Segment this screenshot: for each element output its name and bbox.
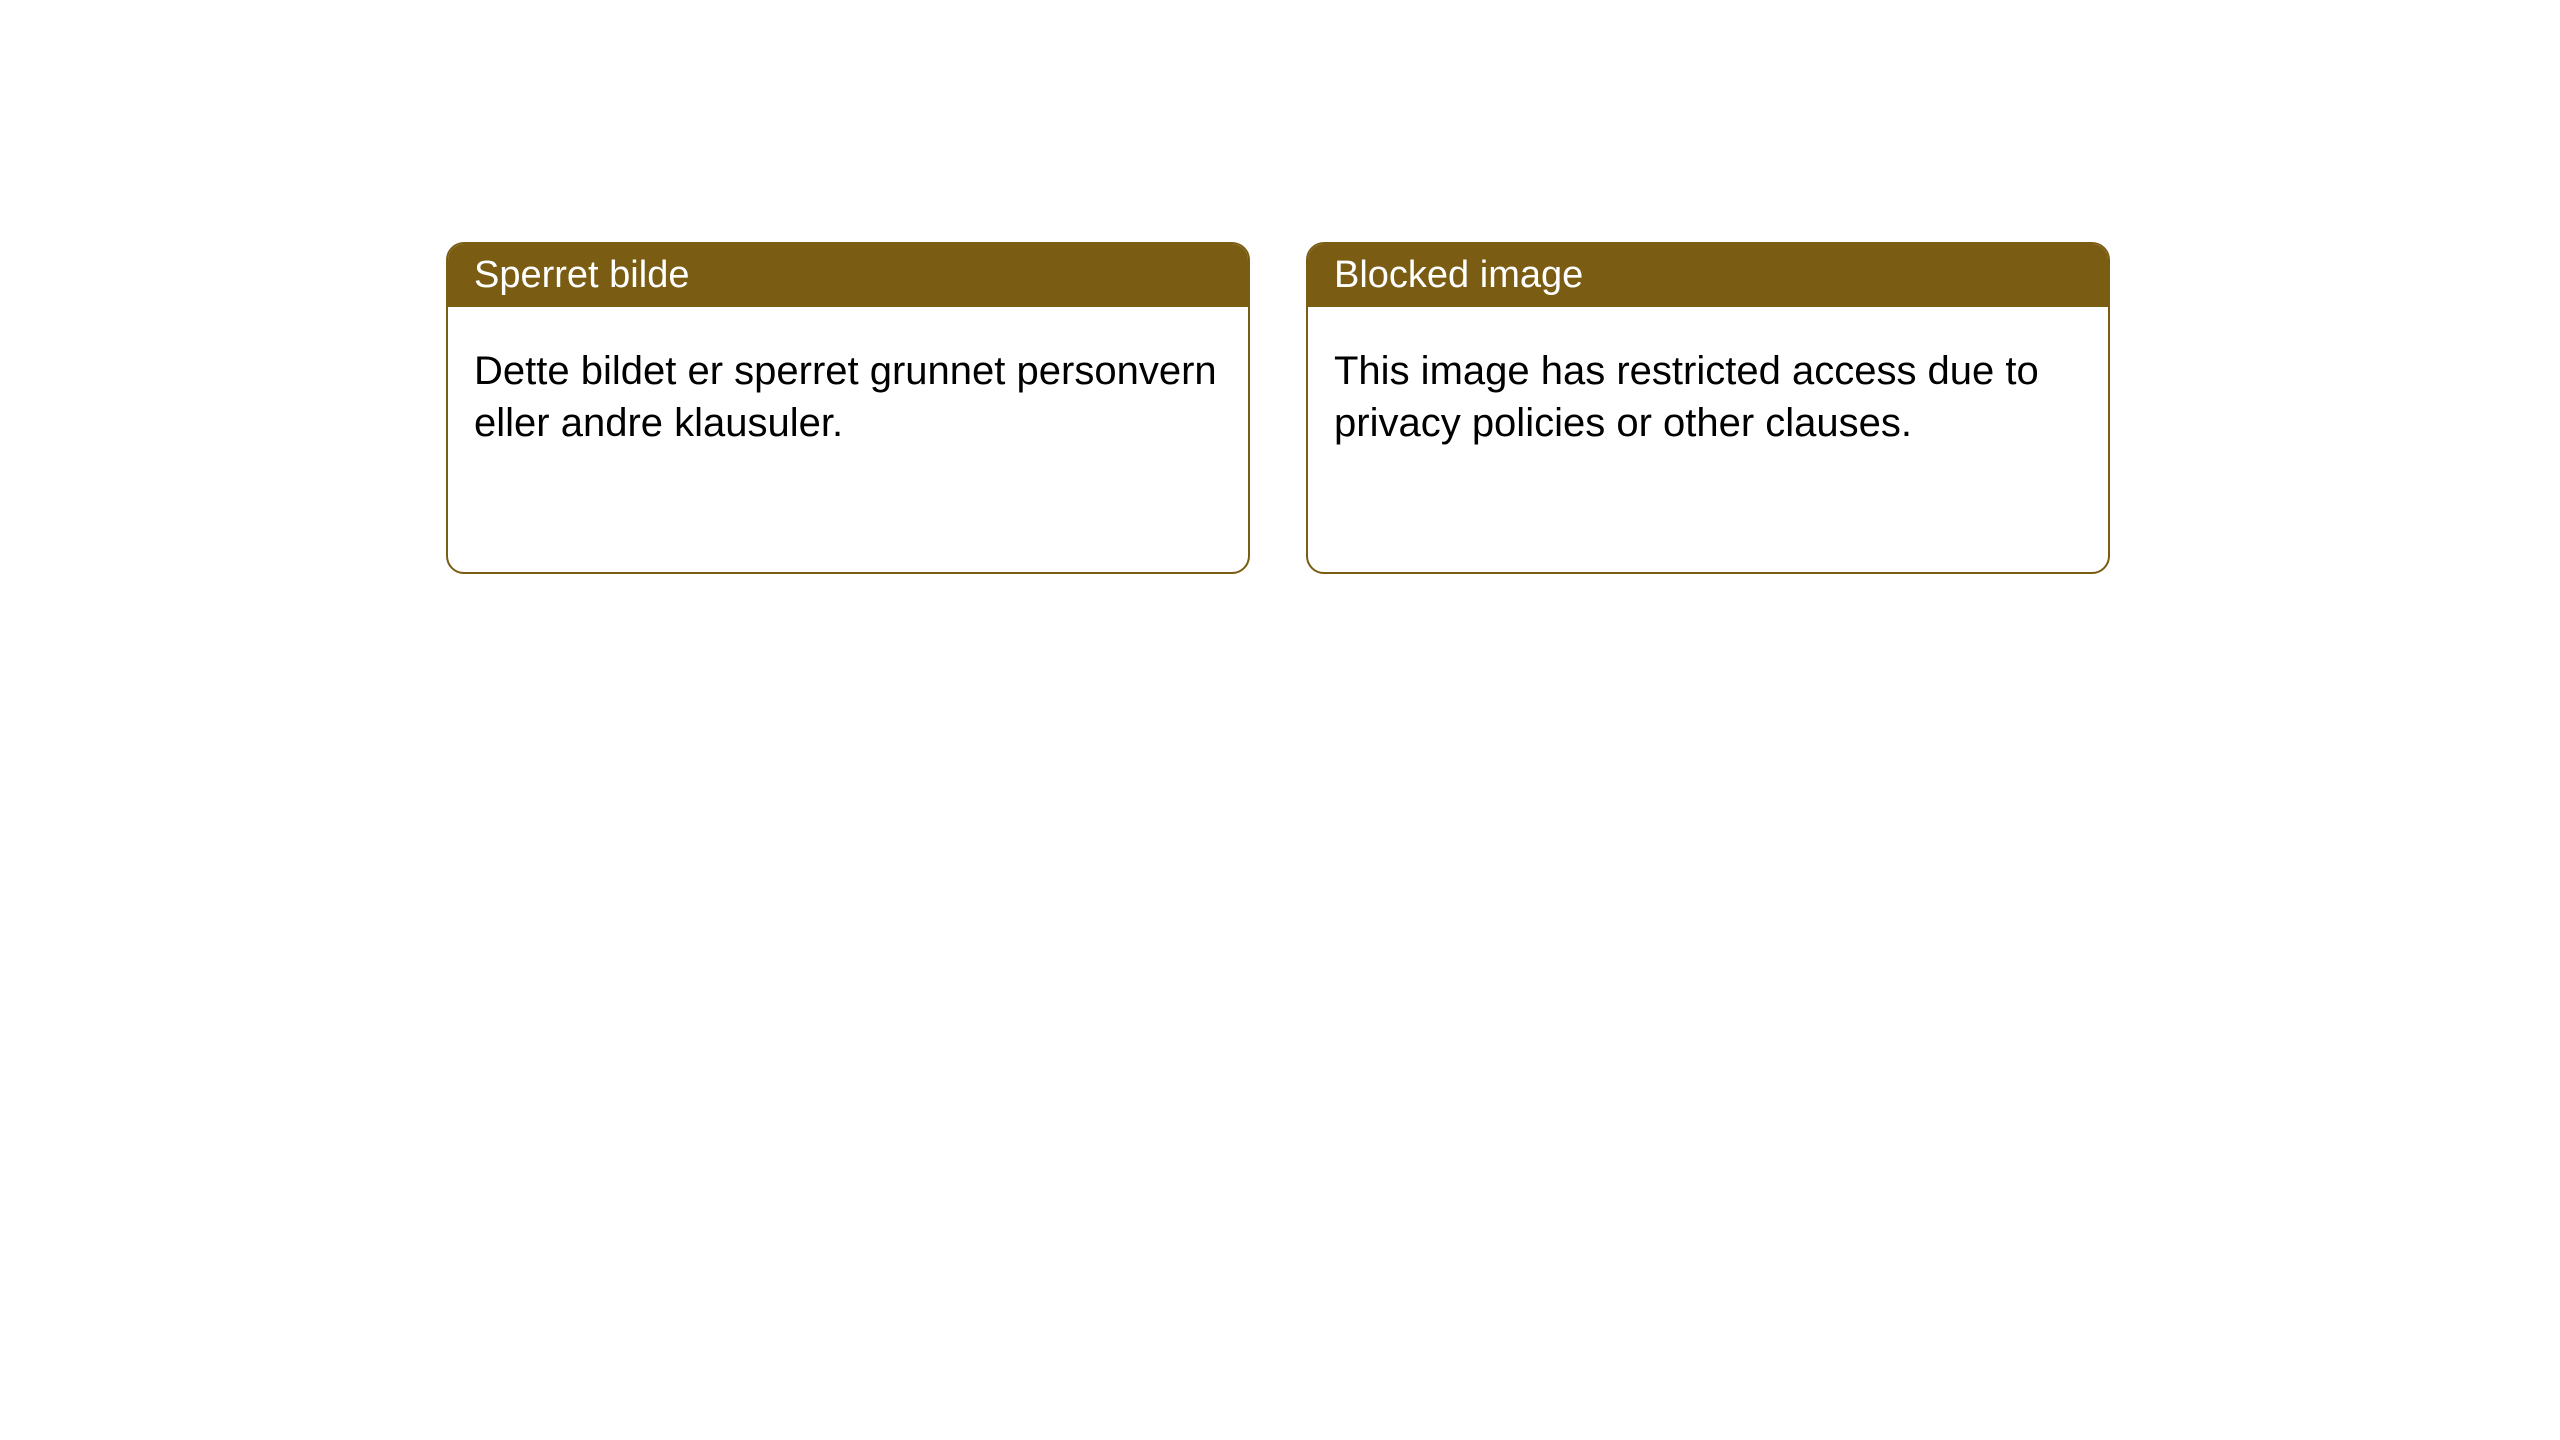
notice-header-no: Sperret bilde [448, 244, 1248, 307]
notice-container: Sperret bilde Dette bildet er sperret gr… [0, 0, 2560, 574]
notice-body-no: Dette bildet er sperret grunnet personve… [448, 307, 1248, 487]
notice-body-en: This image has restricted access due to … [1308, 307, 2108, 487]
notice-card-no: Sperret bilde Dette bildet er sperret gr… [446, 242, 1250, 574]
notice-header-en: Blocked image [1308, 244, 2108, 307]
notice-card-en: Blocked image This image has restricted … [1306, 242, 2110, 574]
